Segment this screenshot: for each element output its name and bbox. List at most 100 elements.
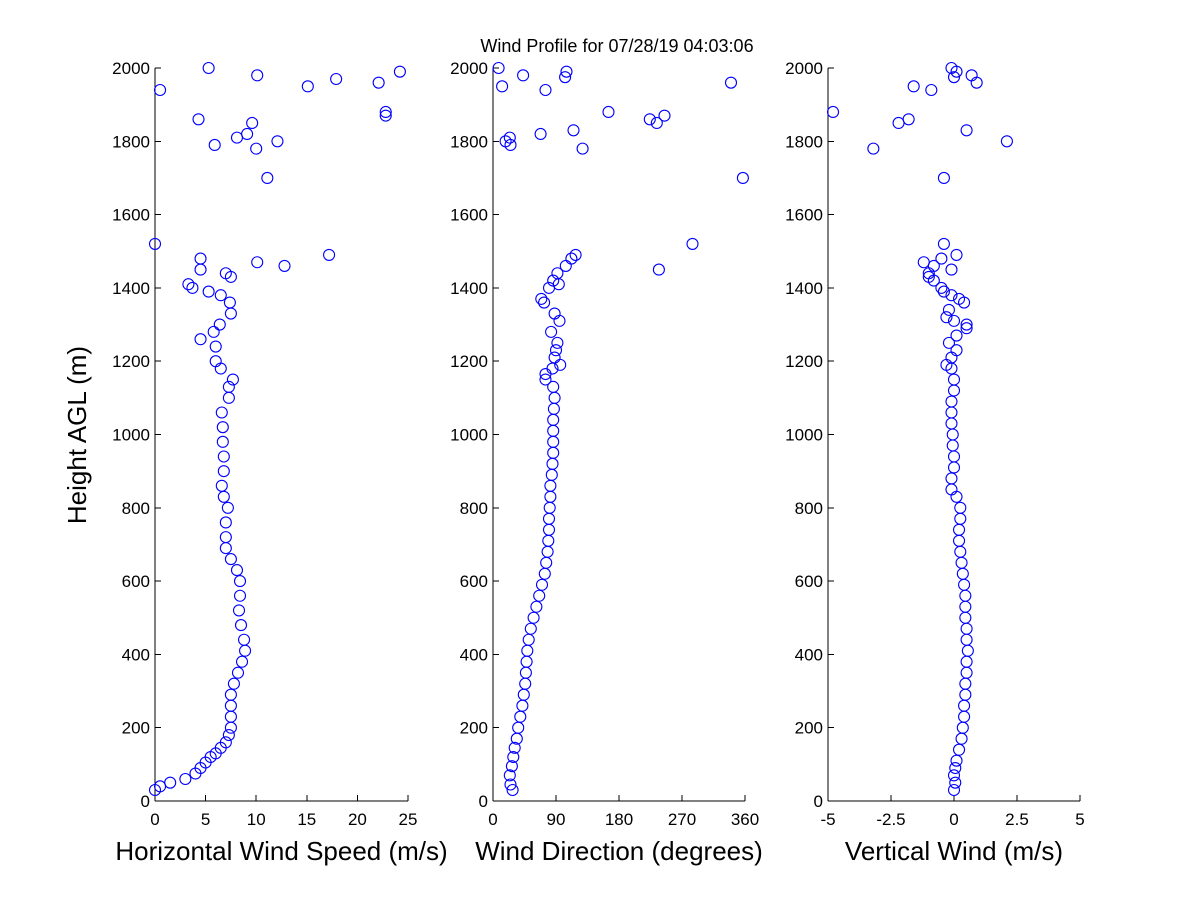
data-point	[223, 296, 236, 309]
data-point	[231, 666, 245, 679]
data-point	[922, 270, 935, 283]
data-point	[250, 142, 263, 155]
figure-title: Wind Profile for 07/28/19 04:03:06	[480, 36, 753, 56]
data-point	[569, 248, 582, 261]
data-point	[559, 259, 572, 272]
data-point	[959, 589, 972, 602]
data-point	[546, 457, 559, 470]
data-point	[937, 171, 950, 184]
y-tick-label: 1200	[112, 352, 150, 371]
data-point	[950, 344, 963, 357]
data-point	[207, 325, 220, 338]
data-point	[952, 292, 966, 305]
data-point	[539, 83, 552, 97]
data-point	[323, 248, 336, 261]
data-point	[222, 728, 235, 742]
data-point	[246, 116, 259, 130]
y-tick-label: 400	[460, 645, 488, 664]
data-point	[658, 109, 671, 122]
data-point	[686, 237, 699, 250]
data-point	[217, 490, 230, 503]
data-point	[213, 318, 226, 331]
data-point	[1000, 135, 1013, 148]
data-point	[937, 285, 950, 298]
data-point	[219, 542, 232, 555]
data-point	[224, 688, 237, 701]
data-point	[192, 113, 205, 126]
data-point	[514, 710, 527, 723]
panel-2: 0 200 400 600 800 1000 1200 1400 1600 1800 2000 0 90…	[450, 59, 763, 866]
data-point	[214, 289, 227, 302]
data-point	[503, 769, 516, 782]
y-tick-label: 400	[795, 645, 823, 664]
data-point	[960, 622, 973, 635]
data-point	[547, 380, 560, 393]
data-point	[154, 83, 167, 97]
data-point	[539, 373, 552, 386]
data-point	[927, 259, 940, 272]
y-tick-label: 800	[460, 499, 488, 518]
data-point	[506, 783, 519, 797]
data-point	[239, 644, 252, 657]
y-tick-label: 1800	[450, 132, 488, 151]
data-point	[519, 677, 532, 690]
data-point	[544, 490, 557, 503]
data-point	[538, 567, 551, 580]
data-point	[499, 135, 512, 148]
y-tick-label: 800	[795, 499, 823, 518]
data-point	[907, 80, 920, 93]
data-point	[954, 545, 967, 558]
data-point	[567, 124, 580, 137]
data-point	[209, 340, 222, 353]
data-point	[234, 619, 248, 632]
data-point	[945, 289, 958, 302]
y-tick-label: 0	[141, 792, 150, 811]
x-tick-label: 360	[731, 810, 759, 829]
data-point	[224, 307, 237, 320]
data-point	[551, 267, 564, 280]
data-point	[547, 274, 560, 287]
data-point	[507, 750, 520, 764]
data-point	[224, 553, 237, 566]
data-point	[527, 611, 540, 624]
data-point	[504, 778, 517, 791]
data-point	[959, 600, 972, 613]
y-tick-label: 800	[122, 499, 150, 518]
data-point	[393, 65, 406, 78]
data-point	[508, 741, 521, 754]
data-point	[230, 564, 244, 577]
data-point	[540, 556, 553, 569]
y-tick-label: 200	[460, 719, 488, 738]
data-point	[950, 490, 963, 503]
data-point	[548, 391, 561, 404]
data-point	[947, 71, 961, 84]
data-point	[650, 116, 663, 130]
data-point	[945, 351, 958, 364]
data-point	[958, 578, 971, 591]
data-point	[950, 754, 963, 767]
data-point	[241, 127, 254, 141]
y-tick-label: 1200	[785, 352, 823, 371]
data-point	[233, 575, 247, 588]
data-point	[194, 252, 207, 265]
y-tick-label: 400	[122, 645, 150, 664]
data-point	[208, 138, 221, 152]
panel-1: 0 200 400 600 800 1000 1200 1400 1600 1800 2000 0 5 1…	[112, 59, 448, 866]
y-tick-label: 1000	[112, 426, 150, 445]
data-point	[970, 76, 983, 89]
data-point	[330, 72, 343, 86]
data-point	[541, 545, 554, 558]
data-point	[548, 351, 561, 364]
data-point	[542, 523, 556, 536]
x-tick-label: 90	[547, 810, 566, 829]
data-point	[535, 578, 549, 591]
data-point	[271, 135, 284, 148]
data-point	[224, 721, 237, 734]
data-point	[227, 677, 240, 690]
data-point	[538, 296, 551, 309]
data-point	[522, 633, 535, 646]
x-tick-label: 0	[150, 810, 159, 829]
data-point	[534, 127, 547, 141]
